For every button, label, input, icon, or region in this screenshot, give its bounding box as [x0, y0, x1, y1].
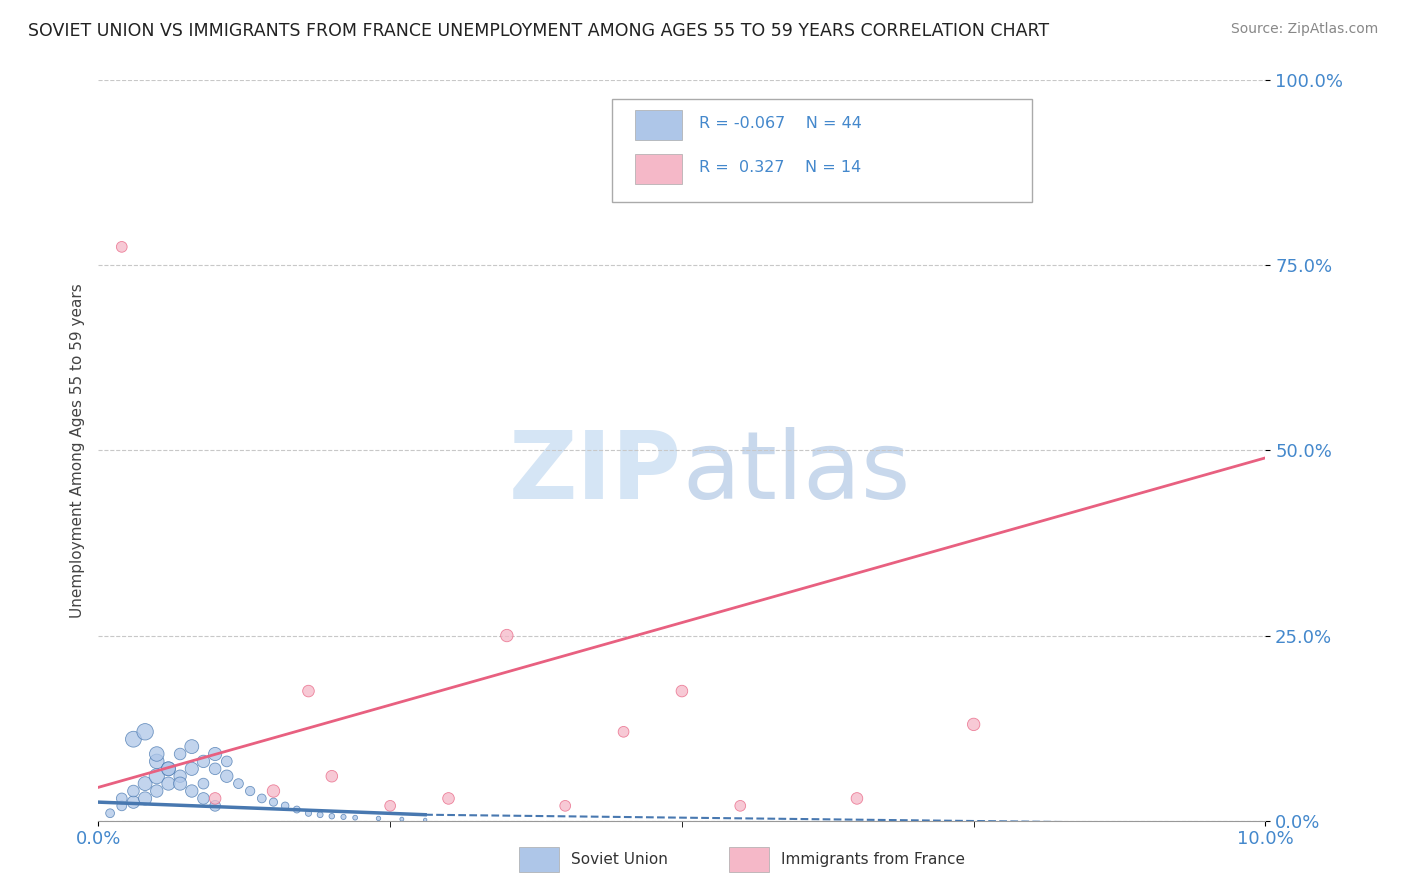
- Point: [285, 803, 308, 817]
- Text: Immigrants from France: Immigrants from France: [782, 853, 965, 867]
- Point: [204, 747, 226, 761]
- Point: [262, 795, 284, 809]
- Point: [157, 762, 180, 776]
- Text: atlas: atlas: [682, 426, 910, 518]
- Point: [134, 724, 156, 739]
- Point: [157, 776, 180, 791]
- Point: [146, 747, 169, 761]
- Point: [391, 812, 413, 826]
- Point: [297, 806, 319, 821]
- Point: [671, 684, 693, 698]
- Point: [193, 776, 215, 791]
- Point: [321, 769, 343, 783]
- Point: [437, 791, 460, 805]
- Text: R = -0.067    N = 44: R = -0.067 N = 44: [699, 116, 862, 131]
- Point: [228, 776, 250, 791]
- Point: [146, 784, 169, 798]
- Bar: [519, 847, 560, 872]
- Point: [146, 755, 169, 769]
- Point: [111, 791, 134, 805]
- Point: [845, 791, 868, 805]
- Point: [122, 784, 145, 798]
- Point: [111, 798, 134, 813]
- Y-axis label: Unemployment Among Ages 55 to 59 years: Unemployment Among Ages 55 to 59 years: [69, 283, 84, 618]
- Text: Source: ZipAtlas.com: Source: ZipAtlas.com: [1230, 22, 1378, 37]
- Point: [378, 798, 402, 813]
- Text: Soviet Union: Soviet Union: [571, 853, 668, 867]
- Point: [332, 810, 354, 824]
- Point: [612, 724, 634, 739]
- Point: [180, 784, 202, 798]
- Point: [98, 806, 121, 821]
- Point: [274, 798, 297, 813]
- Point: [134, 776, 156, 791]
- Bar: [612, 99, 1032, 202]
- Point: [215, 769, 238, 783]
- Point: [204, 798, 226, 813]
- Point: [495, 628, 517, 642]
- Point: [554, 798, 576, 813]
- Point: [344, 811, 367, 825]
- Point: [239, 784, 262, 798]
- Point: [169, 776, 191, 791]
- Point: [169, 747, 191, 761]
- Bar: [636, 110, 682, 139]
- Text: ZIP: ZIP: [509, 426, 682, 518]
- Point: [413, 813, 436, 827]
- Point: [297, 684, 319, 698]
- Bar: [728, 847, 769, 872]
- Point: [204, 762, 226, 776]
- Point: [134, 791, 156, 805]
- Point: [262, 784, 284, 798]
- Text: SOVIET UNION VS IMMIGRANTS FROM FRANCE UNEMPLOYMENT AMONG AGES 55 TO 59 YEARS CO: SOVIET UNION VS IMMIGRANTS FROM FRANCE U…: [28, 22, 1049, 40]
- Point: [250, 791, 273, 805]
- Point: [111, 240, 134, 254]
- Point: [122, 732, 145, 747]
- Point: [321, 809, 343, 823]
- Point: [146, 769, 169, 783]
- Text: R =  0.327    N = 14: R = 0.327 N = 14: [699, 161, 862, 175]
- Point: [962, 717, 984, 731]
- Point: [215, 755, 238, 769]
- Point: [180, 739, 202, 754]
- Point: [367, 812, 389, 826]
- Point: [728, 798, 751, 813]
- Point: [193, 791, 215, 805]
- Point: [309, 807, 332, 822]
- Point: [193, 755, 215, 769]
- Point: [204, 791, 226, 805]
- Bar: [636, 154, 682, 184]
- Point: [157, 762, 180, 776]
- Point: [180, 762, 202, 776]
- Point: [169, 769, 191, 783]
- Point: [122, 795, 145, 809]
